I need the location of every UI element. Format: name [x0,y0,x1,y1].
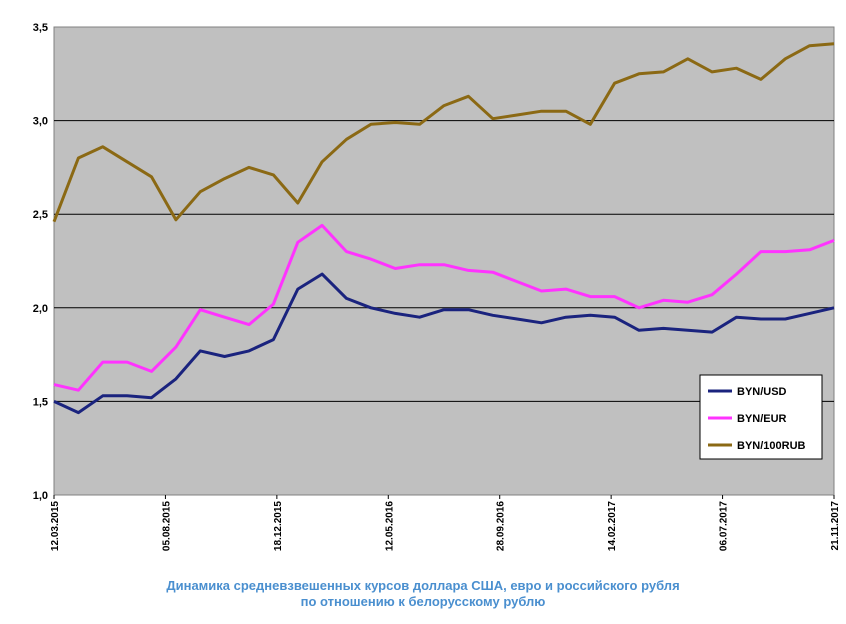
x-tick-label: 14.02.2017 [607,501,618,551]
x-tick-label: 12.05.2016 [384,501,395,551]
x-tick-label: 05.08.2015 [161,501,172,551]
series-lines [52,42,835,415]
series-line-byn-eur [53,223,835,392]
y-axis-ticks: 1,0 1,5 2,0 2,5 3,0 3,5 [33,22,48,502]
y-tick-label: 3,0 [33,116,48,128]
x-tick-label: 28.09.2016 [496,501,507,551]
x-tick-label: 12.03.2015 [50,501,61,551]
legend-label-byn-eur: BYN/EUR [737,413,787,425]
y-tick-label: 1,0 [33,490,48,502]
x-tick-label: 21.11.2017 [830,501,841,551]
legend: BYN/USD BYN/EUR BYN/100RUB [699,374,823,460]
legend-label-byn-100rub: BYN/100RUB [737,440,806,452]
y-tick-label: 1,5 [33,396,48,408]
chart-caption-line-2: по отношению к белорусскому рублю [300,594,546,609]
legend-label-byn-usd: BYN/USD [737,386,787,398]
x-tick-label: 18.12.2015 [273,501,284,551]
y-tick-label: 3,5 [33,22,48,34]
x-tick-label: 06.07.2017 [719,501,730,551]
y-tick-label: 2,5 [33,209,48,221]
series-line-byn-usd [53,272,835,415]
x-axis-ticks: 12.03.2015 05.08.2015 18.12.2015 12.05.2016… [50,495,841,551]
y-tick-label: 2,0 [33,303,48,315]
chart-caption-line-1: Динамика средневзвешенных курсов доллара… [166,578,680,593]
series-line-byn-100rub [52,42,835,223]
